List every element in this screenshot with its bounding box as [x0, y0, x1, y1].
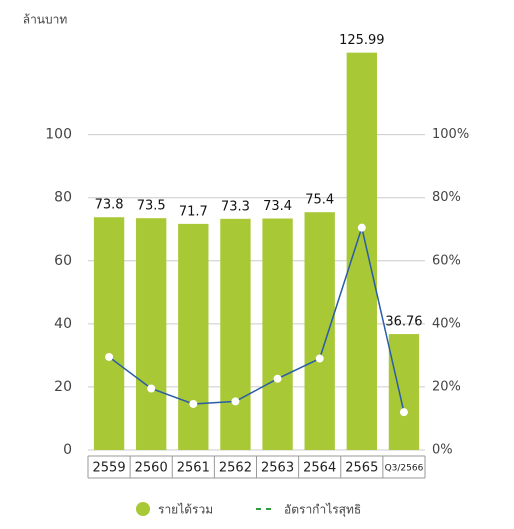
- line-marker: [357, 223, 366, 232]
- y-tick-label: 60: [54, 253, 72, 269]
- y2-tick-label: 0%: [432, 443, 453, 458]
- bar: [262, 218, 293, 450]
- value-label: 75.4: [305, 193, 334, 208]
- bar: [136, 218, 167, 450]
- x-tick-label: 2565: [345, 461, 378, 476]
- x-tick-label: 2564: [303, 461, 336, 476]
- bar: [346, 52, 377, 451]
- value-label: 71.7: [179, 204, 208, 219]
- line-marker: [189, 399, 198, 408]
- line-marker: [231, 397, 240, 406]
- bar: [93, 217, 125, 450]
- line-marker: [147, 384, 156, 393]
- line: [108, 224, 405, 413]
- y-tick-label: 20: [54, 379, 72, 395]
- y-tick-label: 0: [63, 442, 72, 458]
- bar: [220, 218, 251, 450]
- y-tick-label: 80: [54, 190, 72, 206]
- y2-tick-label: 100%: [432, 127, 469, 142]
- x-tick-label: 2560: [135, 461, 168, 476]
- y2-tick-label: 80%: [432, 190, 461, 205]
- legend-icon-bar: [136, 502, 150, 516]
- y2-tick-label: 40%: [432, 316, 461, 331]
- legend-label: อัตรากำไรสุทธิ: [284, 503, 361, 518]
- y-tick-label: 40: [54, 316, 72, 332]
- bar: [304, 212, 335, 450]
- bar: [178, 223, 209, 450]
- value-label: 73.3: [221, 199, 250, 214]
- y-axis-label: ล้านบาท: [23, 13, 68, 27]
- y2-tick-label: 60%: [432, 253, 461, 268]
- line-marker: [399, 408, 408, 417]
- value-label: 73.8: [95, 198, 124, 213]
- value-label: 36.76: [385, 315, 422, 330]
- x-tick-label: 2561: [177, 461, 210, 476]
- x-tick-label: 2559: [93, 461, 126, 476]
- value-label: 125.99: [339, 33, 385, 48]
- value-label: 73.5: [137, 199, 166, 214]
- x-tick-label: Q3/2566: [385, 464, 424, 474]
- legend-label: รายได้รวม: [158, 503, 213, 517]
- line-marker: [315, 354, 324, 363]
- line-marker: [273, 374, 282, 383]
- value-label: 73.4: [263, 199, 292, 214]
- x-tick-label: 2563: [261, 461, 294, 476]
- y2-tick-label: 20%: [432, 379, 461, 394]
- line-marker: [105, 352, 114, 361]
- y-tick-label: 100: [45, 127, 72, 143]
- bar: [388, 334, 420, 450]
- x-tick-label: 2562: [219, 461, 252, 476]
